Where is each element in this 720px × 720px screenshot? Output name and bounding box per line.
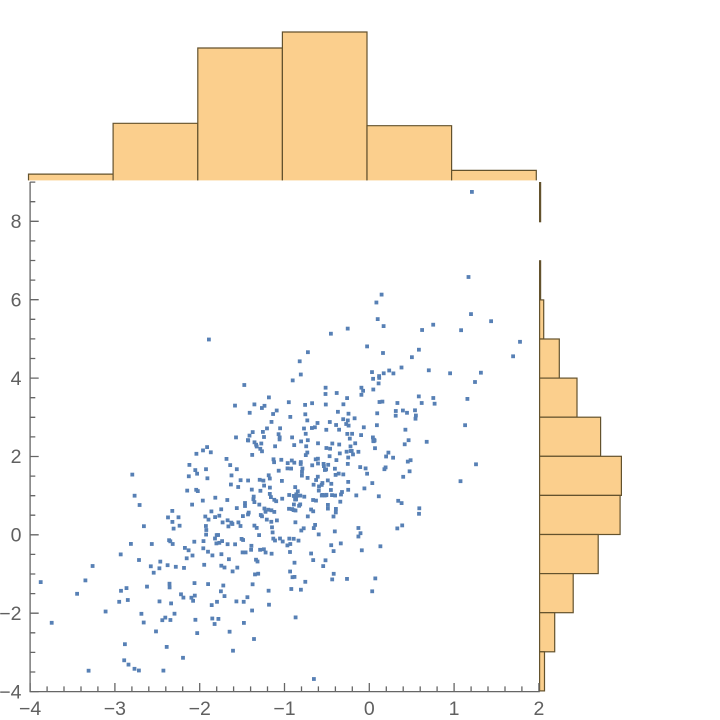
svg-text:0: 0 [364,698,375,720]
svg-text:1: 1 [449,698,460,720]
svg-text:0: 0 [11,525,22,547]
svg-text:−4: −4 [19,698,41,720]
svg-text:4: 4 [11,368,22,390]
svg-text:−4: −4 [0,681,22,703]
svg-text:−2: −2 [189,698,211,720]
svg-text:2: 2 [11,446,22,468]
svg-text:−1: −1 [273,698,295,720]
svg-text:2: 2 [533,698,544,720]
svg-text:6: 6 [11,289,22,311]
svg-text:8: 8 [11,211,22,233]
svg-text:−3: −3 [104,698,126,720]
svg-text:−2: −2 [0,603,22,625]
